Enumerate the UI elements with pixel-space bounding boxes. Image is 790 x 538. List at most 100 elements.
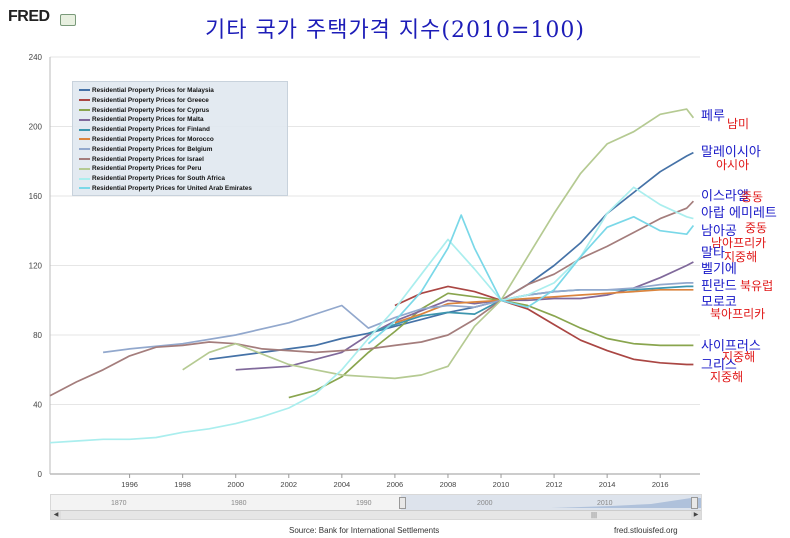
legend-item[interactable]: Residential Property Prices for United A… [79,185,252,195]
x-tick-label: 1996 [121,480,138,489]
legend-label: Residential Property Prices for Malaysia [92,87,214,94]
country-annotation: 북유럽 [740,279,774,293]
navigator-right-handle[interactable] [691,497,698,509]
y-tick-label: 240 [29,53,43,62]
legend-label: Residential Property Prices for Peru [92,165,202,173]
country-annotation: 사이프러스 [701,339,761,354]
legend-swatch [79,187,90,190]
country-annotation: 아시아 [716,158,750,172]
legend-swatch [79,157,90,160]
series-line-6[interactable] [102,282,694,354]
country-annotation: 페루 [701,109,725,124]
country-annotation: 핀란드 [701,279,737,294]
legend-swatch [79,167,90,170]
legend-swatch [79,108,90,111]
country-annotation: 남미 [727,117,750,131]
navigator-scrollbar[interactable]: ◀ ||| ▶ [51,510,701,519]
country-annotation: 중동 [745,221,768,235]
x-tick-label: 2012 [546,480,563,489]
navigator-mini-chart [401,495,701,510]
y-tick-label: 200 [29,123,43,132]
navigator-year: 1870 [111,500,127,507]
legend-swatch [79,89,90,92]
legend-item[interactable]: Residential Property Prices for Israel [79,156,204,166]
legend-item[interactable]: Residential Property Prices for Cyprus [79,107,209,117]
legend-item[interactable]: Residential Property Prices for South Af… [79,175,225,185]
series-line-3[interactable] [235,261,694,371]
y-tick-label: 0 [38,470,43,479]
chart-legend[interactable]: Residential Property Prices for Malaysia… [72,81,288,196]
scroll-right-icon[interactable]: ▶ [691,511,701,519]
legend-item[interactable]: Residential Property Prices for Morocco [79,136,214,146]
y-tick-label: 120 [29,262,43,271]
legend-swatch [79,128,90,131]
legend-label: Residential Property Prices for Malta [92,116,204,124]
legend-label: Residential Property Prices for Morocco [92,136,214,143]
x-tick-label: 2006 [387,480,404,489]
legend-item[interactable]: Residential Property Prices for Peru [79,165,201,175]
country-annotation: 지중해 [722,350,756,364]
navigator-selection[interactable] [401,495,701,510]
y-tick-label: 40 [33,401,42,410]
scroll-grip-icon[interactable]: ||| [591,512,598,519]
legend-label: Residential Property Prices for Greece [92,96,209,104]
country-annotation: 남아공 [701,224,737,239]
navigator-area [551,498,701,508]
series-line-9[interactable] [49,186,694,444]
legend-swatch [79,99,90,102]
x-tick-label: 2016 [652,480,669,489]
legend-label: Residential Property Prices for Israel [92,155,204,163]
x-tick-label: 2004 [333,480,350,489]
legend-label: Residential Property Prices for South Af… [92,175,225,183]
scroll-left-icon[interactable]: ◀ [51,511,61,519]
navigator-left-handle[interactable] [399,497,406,509]
country-annotation: 이스라엘 [701,189,749,204]
legend-label: Residential Property Prices for Finland [92,126,210,134]
navigator-year: 2000 [477,500,493,507]
series-line-5[interactable] [394,288,694,324]
legend-swatch [79,177,90,180]
series-line-0[interactable] [209,151,694,361]
legend-item[interactable]: Residential Property Prices for Finland [79,126,210,136]
x-tick-label: 2008 [440,480,457,489]
series-line-10[interactable] [367,214,695,345]
country-annotation: 중동 [741,190,764,204]
chart-title: 기타 국가 주택가격 지수(2010=100) [205,18,585,43]
navigator-year: 1990 [356,500,372,507]
legend-label: Residential Property Prices for United A… [92,185,252,192]
series-line-7[interactable] [49,200,695,397]
legend-item[interactable]: Residential Property Prices for Belgium [79,146,212,156]
x-tick-label: 2010 [493,480,510,489]
legend-label: Residential Property Prices for Cyprus [92,106,210,114]
range-navigator[interactable]: 1870 1980 1990 2000 2010 ◀ ||| ▶ [50,494,702,520]
country-annotation: 말레이시아 [701,145,761,160]
legend-item[interactable]: Residential Property Prices for Malta [79,116,204,126]
country-annotation: 그리스 [701,358,737,373]
x-tick-label: 2002 [280,480,297,489]
legend-swatch [79,138,90,141]
country-annotation: 지중해 [710,370,744,384]
country-annotation: 벨기에 [701,262,737,277]
source-note: Source: Bank for International Settlemen… [289,526,440,535]
navigator-year: 1980 [231,500,247,507]
fred-logo-mark [60,14,76,26]
legend-label: Residential Property Prices for Belgium [92,145,213,153]
legend-swatch [79,148,90,151]
x-tick-label: 2014 [599,480,616,489]
country-annotation: 남아프리카 [711,236,767,250]
x-tick-label: 2000 [227,480,244,489]
x-tick-label: 1998 [174,480,191,489]
country-annotation: 북아프리카 [710,307,766,321]
legend-item[interactable]: Residential Property Prices for Malaysia [79,87,214,97]
series-line-8[interactable] [182,108,695,380]
country-annotation: 말타 [701,246,725,261]
fred-logo: FRED [8,8,50,25]
series-line-1[interactable] [394,285,694,366]
legend-item[interactable]: Residential Property Prices for Greece [79,97,209,107]
navigator-year: 2010 [597,500,613,507]
fred-url[interactable]: fred.stlouisfed.org [614,526,678,535]
country-annotation: 아랍 에미레트 [701,206,777,221]
y-tick-label: 80 [33,331,42,340]
